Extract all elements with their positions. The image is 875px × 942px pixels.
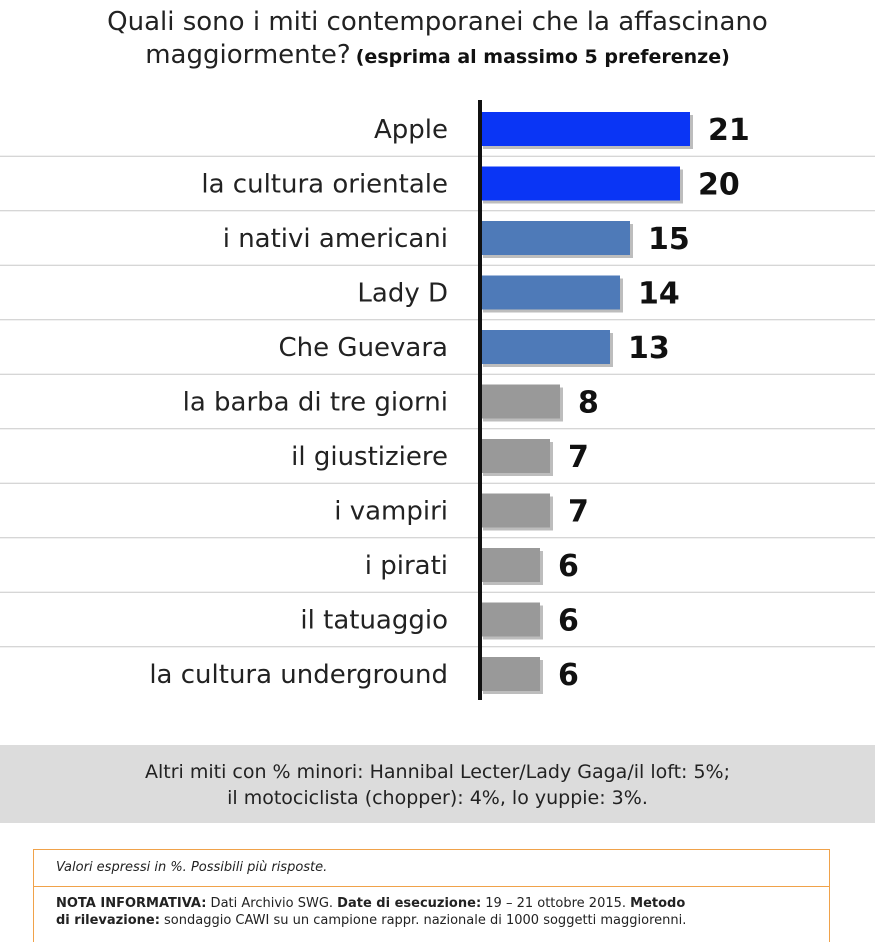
category-label: la cultura underground [149,660,448,690]
bar [480,657,540,691]
value-label: 14 [638,277,680,312]
chart-title: Quali sono i miti contemporanei che la a… [0,6,875,74]
value-label: 6 [558,549,579,584]
bar [480,384,560,419]
other-myths-line1: Altri miti con % minori: Hannibal Lecter… [144,761,731,783]
value-label: 13 [628,331,670,366]
date-text: 19 – 21 ottobre 2015. [481,896,631,911]
method-label-2: di rilevazione: [56,913,160,928]
nota-text: Dati Archivio SWG. [206,896,338,911]
category-label: la cultura orientale [201,170,448,200]
bar [480,112,690,146]
title-question-line1: Quali sono i miti contemporanei che la a… [107,7,768,37]
bar [480,493,550,528]
category-label: i vampiri [334,497,448,527]
value-label: 7 [568,440,589,475]
category-label: Lady D [357,279,448,309]
value-label: 7 [568,495,589,530]
other-myths-note: Altri miti con % minori: Hannibal Lecter… [0,745,875,823]
values-note: Valori espressi in %. Possibili più risp… [34,850,829,887]
category-label: i pirati [365,551,448,581]
info-box: Valori espressi in %. Possibili più risp… [33,849,830,942]
nota-label: NOTA INFORMATIVA: [56,896,207,911]
value-label: 6 [558,658,579,693]
value-label: 15 [648,222,690,257]
value-label: 8 [578,386,599,421]
category-label: Che Guevara [279,333,448,363]
bar [480,221,630,255]
bar [480,548,540,582]
bar [480,166,680,201]
title-question-line2: maggiormente? [145,40,351,70]
bar [480,439,550,473]
category-label: il giustiziere [291,442,448,472]
methodology-note: NOTA INFORMATIVA: Dati Archivio SWG. Dat… [34,887,829,929]
method-label-1: Metodo [630,896,686,911]
bar [480,330,610,364]
bar [480,275,620,310]
title-subtitle: (esprima al massimo 5 preferenze) [355,46,730,68]
bar-chart: Apple 21 la cultura orientale 20 i nativi am… [0,100,875,700]
category-label: i nativi americani [223,224,448,254]
category-label: il tatuaggio [300,606,448,636]
category-label: la barba di tre giorni [183,388,448,418]
bar [480,602,540,637]
other-myths-line2: il motociclista (chopper): 4%, lo yuppie… [227,787,648,809]
category-label: Apple [374,115,448,145]
value-label: 6 [558,604,579,639]
date-label: Date di esecuzione: [337,896,482,911]
value-label: 21 [708,113,750,148]
value-label: 20 [698,168,740,203]
method-text: sondaggio CAWI su un campione rappr. naz… [159,913,687,928]
